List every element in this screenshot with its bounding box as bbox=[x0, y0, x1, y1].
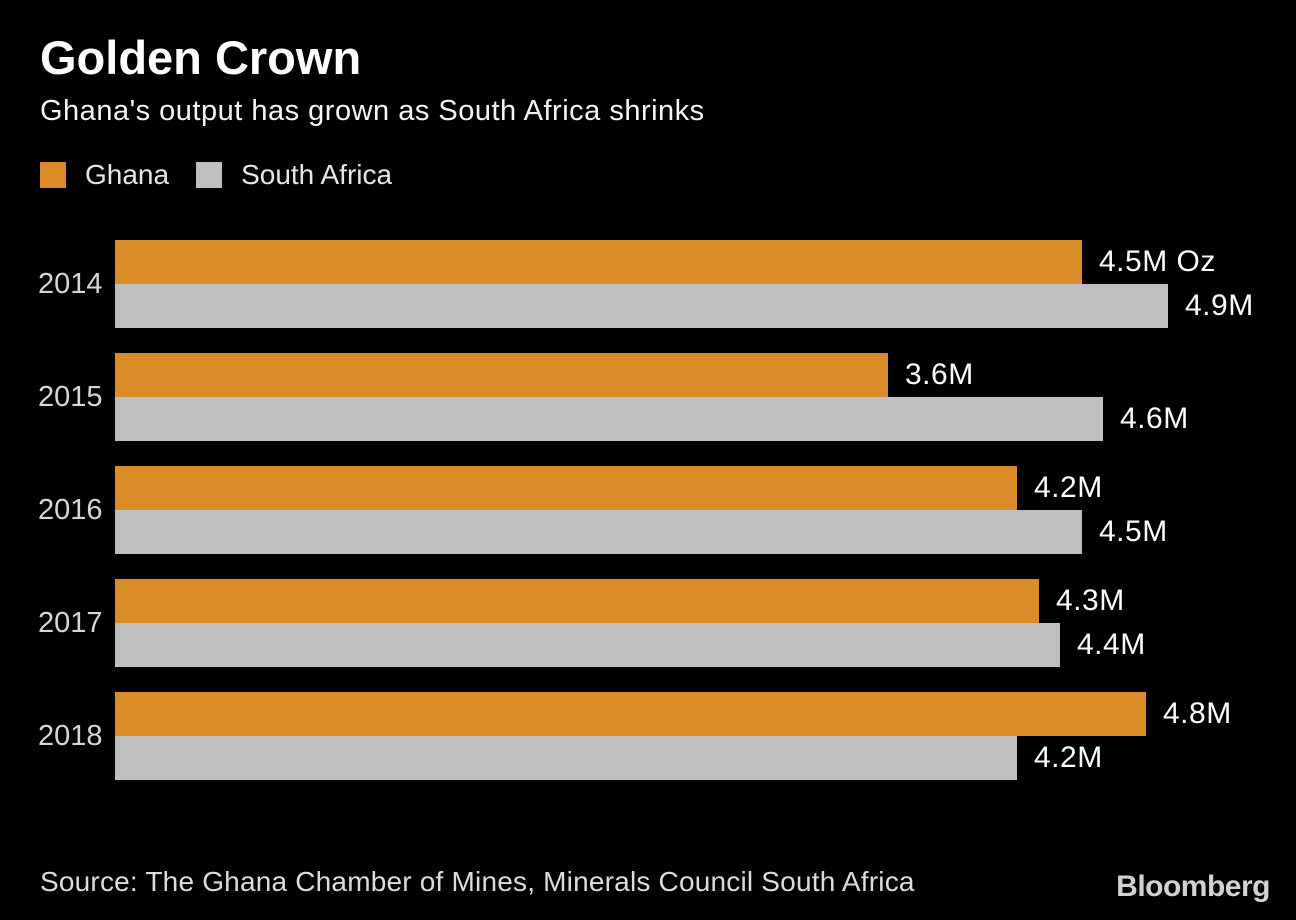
year-label-2017: 2017 bbox=[38, 607, 103, 639]
value-label-ghana-2016: 4.2M bbox=[1034, 471, 1103, 504]
value-label-ghana-2014: 4.5M Oz bbox=[1099, 245, 1216, 278]
value-label-south-africa-2016: 4.5M bbox=[1099, 514, 1168, 548]
south-africa-bar-2014 bbox=[115, 283, 1168, 328]
value-label-ghana-2017: 4.3M bbox=[1056, 584, 1125, 617]
value-label-south-africa-2015: 4.6M bbox=[1120, 401, 1189, 435]
bar-group-2018: 2018 4.8M 4.2M bbox=[38, 692, 1296, 780]
ghana-bar-2016 bbox=[115, 466, 1017, 510]
value-label-ghana-2018: 4.8M bbox=[1163, 697, 1232, 730]
ghana-bar-2015 bbox=[115, 353, 888, 397]
bar-chart-plot: 2014 4.5M Oz 4.9M 2015 3.6M 4.6M 2016 4.2M 4.5M 2… bbox=[38, 240, 1296, 800]
value-label-ghana-2015: 3.6M bbox=[905, 358, 974, 391]
chart-title: Golden Crown bbox=[40, 31, 362, 84]
ghana-bar-2018 bbox=[115, 692, 1146, 736]
bloomberg-logo: Bloomberg bbox=[1116, 870, 1270, 903]
value-label-south-africa-2017: 4.4M bbox=[1077, 627, 1146, 661]
legend-swatch-south-africa bbox=[196, 162, 223, 188]
bar-group-2017: 2017 4.3M 4.4M bbox=[38, 579, 1296, 667]
legend: Ghana South Africa bbox=[40, 159, 419, 191]
value-label-south-africa-2018: 4.2M bbox=[1034, 740, 1103, 774]
source-text: Source: The Ghana Chamber of Mines, Mine… bbox=[40, 866, 915, 897]
ghana-bar-2014 bbox=[115, 240, 1082, 284]
south-africa-bar-2017 bbox=[115, 622, 1060, 667]
legend-label: South Africa bbox=[241, 159, 393, 190]
south-africa-bar-2015 bbox=[115, 396, 1103, 441]
legend-swatch-ghana bbox=[40, 162, 66, 188]
bar-group-2014: 2014 4.5M Oz 4.9M bbox=[38, 240, 1296, 328]
ghana-bar-2017 bbox=[115, 579, 1039, 623]
south-africa-bar-2016 bbox=[115, 509, 1082, 554]
year-label-2016: 2016 bbox=[38, 494, 103, 526]
year-label-2018: 2018 bbox=[38, 720, 103, 752]
legend-item-south-africa: South Africa bbox=[196, 159, 392, 191]
year-label-2014: 2014 bbox=[38, 268, 103, 300]
legend-item-ghana: Ghana bbox=[40, 159, 169, 191]
chart-subtitle: Ghana's output has grown as South Africa… bbox=[40, 95, 705, 127]
south-africa-bar-2018 bbox=[115, 735, 1017, 780]
value-label-south-africa-2014: 4.9M bbox=[1185, 288, 1254, 322]
bar-group-2015: 2015 3.6M 4.6M bbox=[38, 353, 1296, 441]
legend-label: Ghana bbox=[85, 159, 170, 190]
bar-group-2016: 2016 4.2M 4.5M bbox=[38, 466, 1296, 554]
year-label-2015: 2015 bbox=[38, 381, 103, 413]
